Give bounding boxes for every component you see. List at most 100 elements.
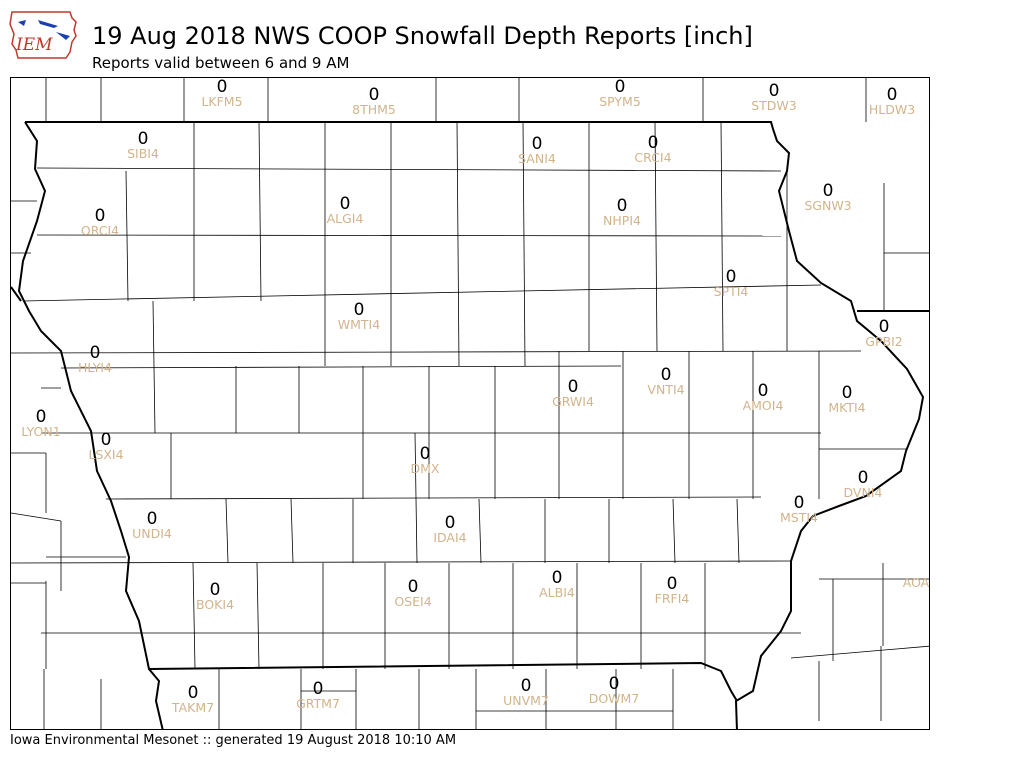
station-grwi4: 0 GRWI4 xyxy=(528,378,618,409)
station-id: SPTI4 xyxy=(713,284,749,299)
station-lkfm5: 0 LKFM5 xyxy=(177,78,267,109)
station-id: SPYM5 xyxy=(599,94,641,109)
station-value: 0 xyxy=(312,679,324,699)
station-mkti4: 0 MKTI4 xyxy=(802,384,892,415)
station-id: AOA xyxy=(902,575,930,590)
station-id: MKTI4 xyxy=(828,400,866,415)
station-sani4: 0 SANI4 xyxy=(492,135,582,166)
station-value: 0 xyxy=(647,133,659,153)
page-title: 19 Aug 2018 NWS COOP Snowfall Depth Repo… xyxy=(92,22,753,50)
station-id: BOKI4 xyxy=(195,597,235,612)
station-value: 0 xyxy=(407,577,419,597)
station-value: 0 xyxy=(137,129,149,149)
station-value: 0 xyxy=(822,181,834,201)
station-value: 0 xyxy=(146,509,158,529)
station-value: 0 xyxy=(419,444,431,464)
station-value: 0 xyxy=(444,513,456,533)
station-value: 0 xyxy=(520,676,532,696)
station-id: FRFI4 xyxy=(654,591,690,606)
station-id: SIBI4 xyxy=(127,146,159,161)
station-boki4: 0 BOKI4 xyxy=(170,581,260,612)
station-unvm7: 0 UNVM7 xyxy=(481,677,571,708)
station-id: ALBI4 xyxy=(539,585,575,600)
station-dvni4: 0 DVNI4 xyxy=(818,469,908,500)
station-albi4: 0 ALBI4 xyxy=(512,569,602,600)
station-id: STDW3 xyxy=(751,98,797,113)
station-id: DOWM7 xyxy=(588,691,640,706)
station-value: 0 xyxy=(757,381,769,401)
station-stdw3: 0 STDW3 xyxy=(729,82,819,113)
station-wmti4: 0 WMTI4 xyxy=(314,301,404,332)
station-id: AMOI4 xyxy=(742,398,784,413)
station-value: 0 xyxy=(793,493,805,513)
station-osei4: 0 OSEI4 xyxy=(368,578,458,609)
station-amoi4: 0 AMOI4 xyxy=(718,382,808,413)
station-id: WMTI4 xyxy=(337,317,381,332)
station-value: 0 xyxy=(94,206,106,226)
station-value: 0 xyxy=(89,343,101,363)
footer-credit: Iowa Environmental Mesonet :: generated … xyxy=(10,733,457,748)
station-id: CRCI4 xyxy=(634,150,672,165)
station-8thm5: 0 8THM5 xyxy=(329,86,419,117)
station-value: 0 xyxy=(531,134,543,154)
page-subtitle: Reports valid between 6 and 9 AM xyxy=(92,54,350,72)
station-value: 0 xyxy=(614,77,626,97)
station-hlyi4: 0 HLYI4 xyxy=(50,344,140,375)
station-id: HLDW3 xyxy=(868,102,916,117)
iem-logo: IEM xyxy=(8,6,80,64)
station-id: LYON1 xyxy=(21,424,61,439)
station-id: LKFM5 xyxy=(201,94,243,109)
station-value: 0 xyxy=(35,407,47,427)
station-id: 8THM5 xyxy=(352,102,396,117)
station-undi4: 0 UNDI4 xyxy=(107,510,197,541)
station-id: SGNW3 xyxy=(804,198,852,213)
station-value: 0 xyxy=(100,430,112,450)
station-value: 0 xyxy=(660,365,672,385)
station-id: UNDI4 xyxy=(132,526,172,541)
station-spym5: 0 SPYM5 xyxy=(575,78,665,109)
station-value: 0 xyxy=(209,580,221,600)
station-gpbi2: 0 GPBI2 xyxy=(839,318,929,349)
logo-text: IEM xyxy=(15,35,53,55)
station-sibi4: 0 SIBI4 xyxy=(98,130,188,161)
station-dmx: 0 DMX xyxy=(380,445,470,476)
station-vnti4: 0 VNTI4 xyxy=(621,366,711,397)
station-hldw3: 0 HLDW3 xyxy=(847,85,929,117)
station-value: 0 xyxy=(768,81,780,101)
station-id: VNTI4 xyxy=(647,382,685,397)
station-orci4: 0 ORCI4 xyxy=(55,207,145,238)
station-value: 0 xyxy=(725,267,737,287)
station-value: 0 xyxy=(187,683,199,703)
station-id: ALGI4 xyxy=(326,211,364,226)
station-crci4: 0 CRCI4 xyxy=(608,134,698,165)
station-value: 0 xyxy=(216,77,228,97)
station-value: 0 xyxy=(878,317,890,337)
station-id: SANI4 xyxy=(518,151,556,166)
station-value: 0 xyxy=(666,574,678,594)
station-id: GRTM7 xyxy=(296,696,340,711)
station-id: TAKM7 xyxy=(171,700,215,715)
station-frfi4: 0 FRFI4 xyxy=(627,575,717,606)
station-value: 0 xyxy=(886,85,898,105)
county-boundaries xyxy=(11,78,929,729)
station-id: GPBI2 xyxy=(865,334,903,349)
station-id: MSTI4 xyxy=(780,510,818,525)
station-id: DVNI4 xyxy=(843,485,883,500)
station-id: IDAI4 xyxy=(433,530,467,545)
station-algi4: 0 ALGI4 xyxy=(300,195,390,226)
station-msti4: 0 MSTI4 xyxy=(754,494,844,525)
station-takm7: 0 TAKM7 xyxy=(148,684,238,715)
station-id: NHPI4 xyxy=(603,213,641,228)
station-value: 0 xyxy=(841,383,853,403)
station-idai4: 0 IDAI4 xyxy=(405,514,495,545)
station-value: 0 xyxy=(857,468,869,488)
station-id: DMX xyxy=(410,461,440,476)
station-id: HLYI4 xyxy=(78,360,112,375)
map-frame: 0 LKFM5 0 8THM5 0 SPYM5 0 STDW3 0 HLDW3 … xyxy=(10,77,930,730)
station-id: OSEI4 xyxy=(394,594,432,609)
station-id: GRWI4 xyxy=(552,394,594,409)
station-grtm7: 0 GRTM7 xyxy=(273,680,363,711)
station-lyon1: 0 LYON1 xyxy=(11,407,86,439)
station-value: 0 xyxy=(368,85,380,105)
station-id: LSXI4 xyxy=(88,447,124,462)
